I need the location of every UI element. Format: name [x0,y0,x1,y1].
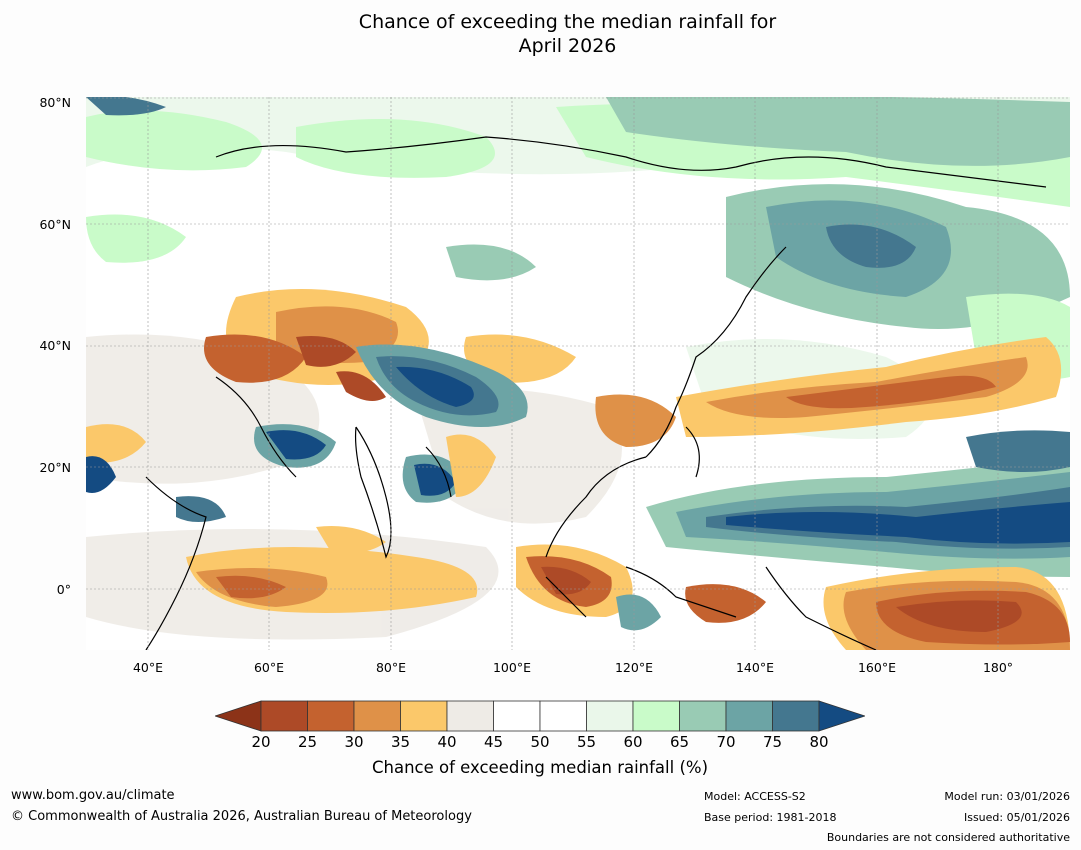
colorbar-segment [493,700,541,732]
wet-band-pacific [646,430,1070,577]
colorbar [215,700,865,732]
title-line-2: April 2026 [518,35,617,57]
lat-label-60n: 60°N [39,217,71,232]
lon-label-40e: 40°E [132,660,164,675]
colorbar-tick-label: 35 [390,733,411,751]
lon-label-180: 180° [982,660,1014,675]
lat-label-40n: 40°N [39,338,71,353]
colorbar-segment [446,700,494,732]
dry-patches-maritime [516,544,766,631]
colorbar-tick-label: 55 [576,733,597,751]
colorbar-tick-label: 40 [437,733,457,751]
copyright-text: © Commonwealth of Australia 2026, Austra… [11,809,472,824]
dry-band-indian-ocean [186,526,478,613]
gridlines [86,97,1070,650]
colorbar-segment [632,700,680,732]
dry-patches-central-asia [86,289,576,463]
dry-patch-south-pacific [823,567,1070,650]
base-period-text: Base period: 1981-2018 [704,811,837,824]
map-svg [86,95,1070,651]
colorbar-tick-label: 45 [483,733,504,751]
title-line-1: Chance of exceeding the median rainfall … [358,11,777,33]
colorbar-tick-label: 25 [297,733,318,751]
colorbar-low-extend [215,700,262,732]
colorbar-segments [260,700,820,732]
colorbar-tick-label: 60 [623,733,643,751]
lon-label-140e: 140°E [735,660,774,675]
colorbar-tick-label: 65 [669,733,690,751]
colorbar-tick-label: 70 [716,733,736,751]
chart-title: Chance of exceeding the median rainfall … [0,10,1081,58]
lon-label-80e: 80°E [375,660,407,675]
wet-patch-tibet [336,344,528,427]
issued-text: Issued: 05/01/2026 [963,811,1070,824]
boundaries-note: Boundaries are not considered authoritat… [826,831,1070,844]
colorbar-segment [400,700,448,732]
colorbar-segment [725,700,773,732]
colorbar-segment [772,700,820,732]
colorbar-tick-label: 80 [809,733,829,751]
lon-label-160e: 160°E [857,660,896,675]
website-link[interactable]: www.bom.gov.au/climate [11,788,175,803]
colorbar-segment [307,700,355,732]
wet-patches-north [86,95,1070,380]
colorbar-high-extend [818,700,865,732]
lon-label-60e: 60°E [253,660,285,675]
lat-label-0: 0° [56,582,71,597]
colorbar-segment [586,700,634,732]
colorbar-segment [539,700,587,732]
rainfall-map [86,95,1070,651]
lat-label-20n: 20°N [39,460,71,475]
colorbar-tick-label: 20 [251,733,271,751]
colorbar-segment [679,700,727,732]
lon-label-120e: 120°E [614,660,653,675]
coastlines [145,136,1047,651]
model-text: Model: ACCESS-S2 [704,790,806,803]
wet-patches-india [86,424,496,522]
model-run-text: Model run: 03/01/2026 [944,790,1070,803]
colorbar-label: Chance of exceeding median rainfall (%) [371,758,709,777]
lon-label-100e: 100°E [492,660,531,675]
lat-label-80n: 80°N [39,95,71,110]
colorbar-segment [260,700,308,732]
colorbar-segment [353,700,401,732]
colorbar-tick-label: 50 [530,733,550,751]
colorbar-tick-label: 75 [762,733,783,751]
dry-belt-east-asia-pacific [595,337,1062,447]
colorbar-tick-label: 30 [344,733,364,751]
